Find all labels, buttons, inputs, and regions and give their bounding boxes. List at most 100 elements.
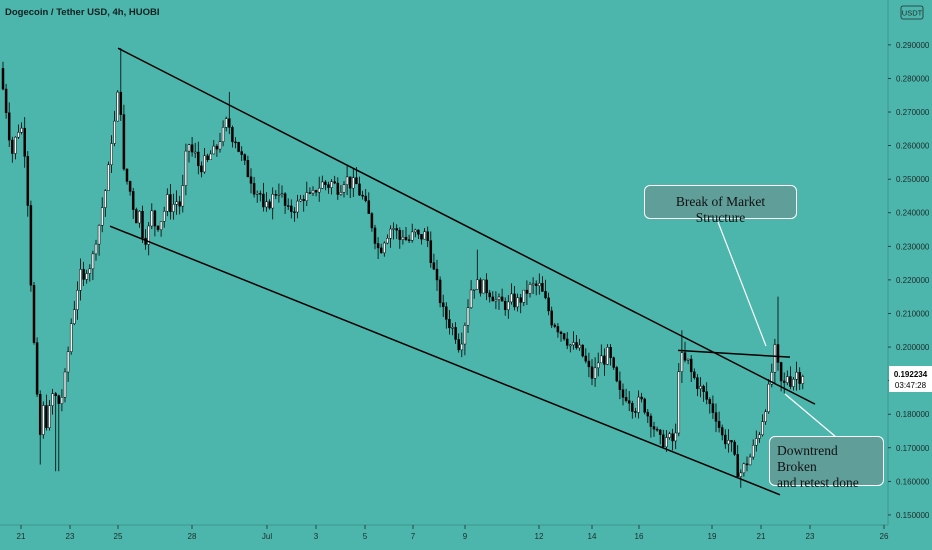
trendline-market-structure[interactable] (677, 349, 791, 358)
candle (559, 330, 563, 342)
trendline-channel-bottom[interactable] (109, 225, 781, 496)
candle (73, 300, 76, 326)
candle (88, 264, 92, 282)
candle (634, 407, 637, 418)
x-tick: 21 (757, 525, 766, 541)
candle (593, 357, 597, 387)
y-tick-label: 0.240000 (896, 209, 930, 218)
candle (457, 333, 460, 353)
candle (175, 190, 178, 215)
y-tick-label: 0.280000 (896, 74, 930, 83)
candle (491, 291, 495, 302)
candle (392, 222, 395, 240)
currency-badge[interactable]: USDT (900, 5, 924, 20)
y-tick-label: 0.290000 (896, 41, 930, 50)
candle (708, 397, 712, 414)
candle (128, 180, 132, 196)
x-tick-label: Jul (262, 532, 272, 541)
candle (376, 237, 380, 259)
candle (686, 358, 690, 365)
x-tick-label: 9 (463, 532, 468, 541)
candle (138, 210, 141, 228)
annotation-break-of-market-structure[interactable]: Break of Market Structure (644, 185, 797, 225)
candle (342, 181, 346, 198)
x-tick-label: 14 (588, 532, 597, 541)
y-tick: 0.270000 (888, 108, 930, 117)
candle (534, 280, 538, 296)
x-tick-label: 19 (708, 532, 717, 541)
candle (262, 182, 265, 212)
y-tick-label: 0.220000 (896, 276, 930, 285)
candle (761, 414, 764, 437)
candle (246, 155, 250, 178)
candle (110, 135, 113, 173)
candle (705, 382, 708, 405)
x-tick: 26 (880, 525, 889, 541)
candle (435, 259, 439, 291)
candle (54, 391, 57, 472)
candle (358, 176, 361, 196)
y-tick: 0.170000 (888, 444, 930, 453)
x-tick: 23 (66, 525, 75, 541)
candle (389, 225, 392, 248)
candle (500, 288, 504, 302)
candle (200, 161, 203, 178)
y-tick-label: 0.180000 (896, 410, 930, 419)
candle (379, 243, 383, 254)
candle (178, 195, 181, 215)
candle (683, 341, 687, 363)
y-tick: 0.260000 (888, 142, 930, 151)
candle (29, 200, 33, 292)
x-tick: Jul (262, 525, 272, 541)
candle (789, 366, 792, 390)
trendlines[interactable] (109, 47, 816, 496)
y-tick: 0.240000 (888, 209, 930, 218)
y-tick: 0.180000 (888, 410, 930, 419)
candle (184, 143, 188, 196)
candle (565, 332, 569, 350)
candle (646, 409, 650, 424)
candle (243, 153, 247, 166)
annotation-downtrend-broken[interactable]: Downtrend Broken and retest done (769, 436, 884, 490)
candle (590, 359, 594, 386)
candle (714, 403, 718, 433)
candle (429, 231, 433, 268)
candle (581, 344, 584, 358)
candle (680, 330, 684, 384)
candle (293, 207, 296, 222)
candle (677, 363, 681, 437)
candle (414, 228, 417, 238)
candle (97, 224, 101, 256)
candle (131, 187, 135, 219)
candle (280, 185, 284, 198)
candle (324, 180, 327, 191)
trendline-channel-top[interactable] (117, 47, 816, 405)
candle (190, 137, 194, 157)
annotation-downtrend-line1: Downtrend Broken (777, 443, 838, 474)
candle (417, 229, 420, 239)
time-axis[interactable]: 21 23 25 28 Jul 3 5 7 9 12 14 16 19 21 23 26 (17, 525, 889, 541)
candle (305, 181, 309, 207)
candle (550, 306, 553, 329)
y-tick: 0.220000 (888, 276, 930, 285)
candle (60, 389, 64, 412)
candle (547, 292, 550, 316)
x-tick: 14 (588, 525, 597, 541)
candle (290, 199, 293, 219)
x-tick-label: 3 (314, 532, 319, 541)
candle (364, 189, 367, 203)
candle (274, 190, 278, 200)
candle (383, 241, 386, 257)
candle (621, 383, 625, 406)
candle (454, 322, 457, 344)
candle (770, 363, 774, 388)
candle (764, 409, 767, 425)
chart-title: Dogecoin / Tether USD, 4h, HUOBI (5, 7, 159, 18)
candle (345, 165, 349, 195)
candle (693, 368, 696, 380)
candle (63, 368, 67, 403)
candle (348, 176, 352, 199)
candle (699, 377, 702, 398)
